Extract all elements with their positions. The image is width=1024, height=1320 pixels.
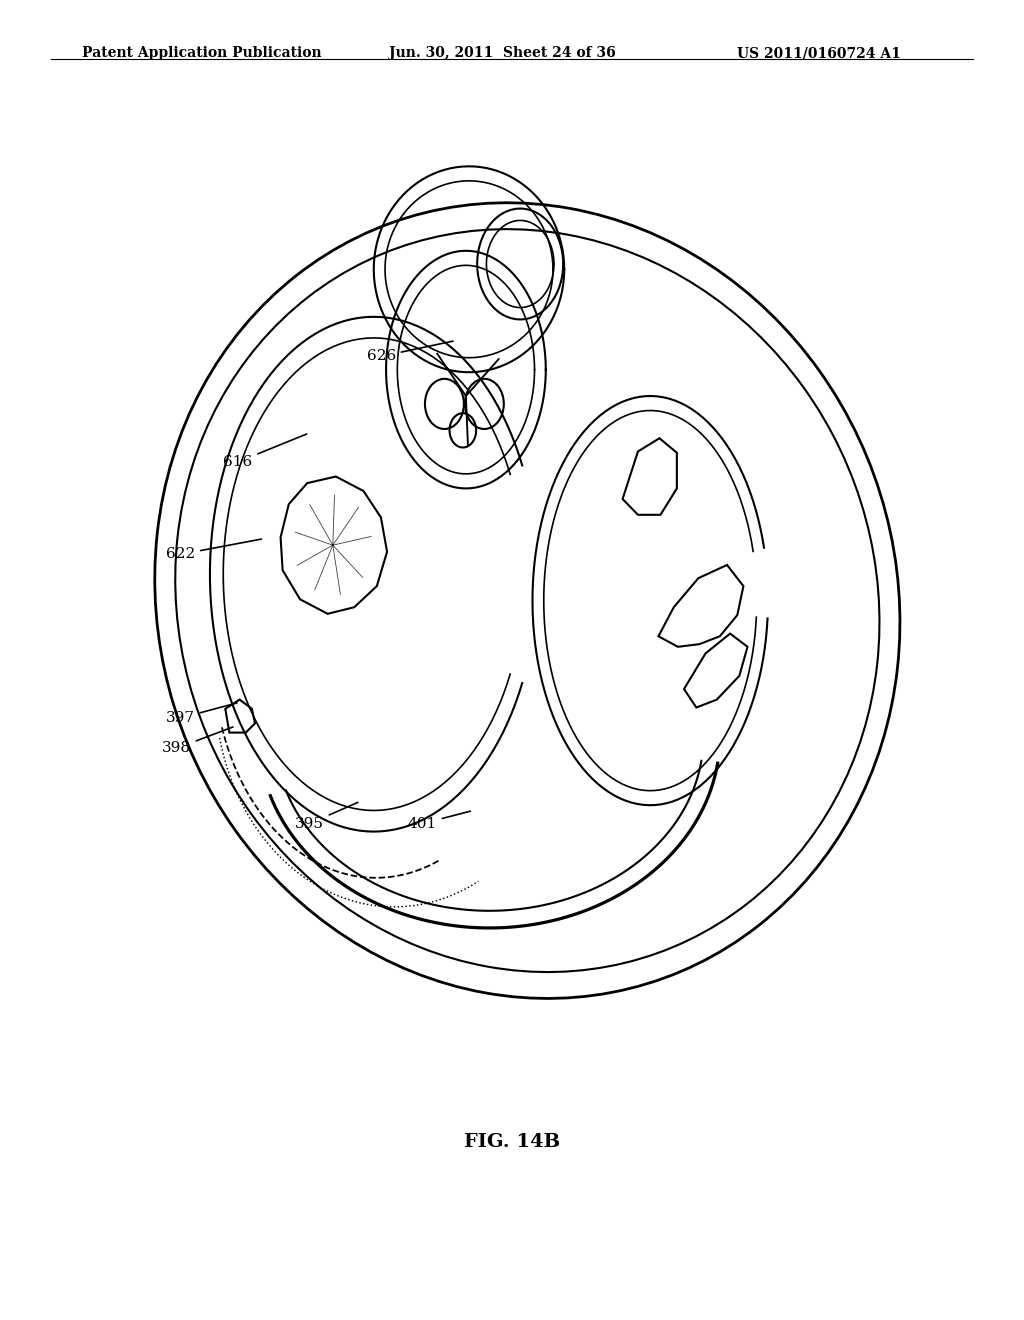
Text: US 2011/0160724 A1: US 2011/0160724 A1 [737, 46, 901, 61]
Text: 397: 397 [166, 704, 237, 725]
Text: Jun. 30, 2011  Sheet 24 of 36: Jun. 30, 2011 Sheet 24 of 36 [389, 46, 615, 61]
Text: 616: 616 [223, 434, 306, 469]
Text: Patent Application Publication: Patent Application Publication [82, 46, 322, 61]
Text: 401: 401 [408, 812, 470, 830]
Text: 398: 398 [162, 727, 232, 755]
Text: 622: 622 [166, 539, 261, 561]
Text: 626: 626 [367, 341, 453, 363]
Text: FIG. 14B: FIG. 14B [464, 1133, 560, 1151]
Text: 395: 395 [295, 803, 358, 830]
